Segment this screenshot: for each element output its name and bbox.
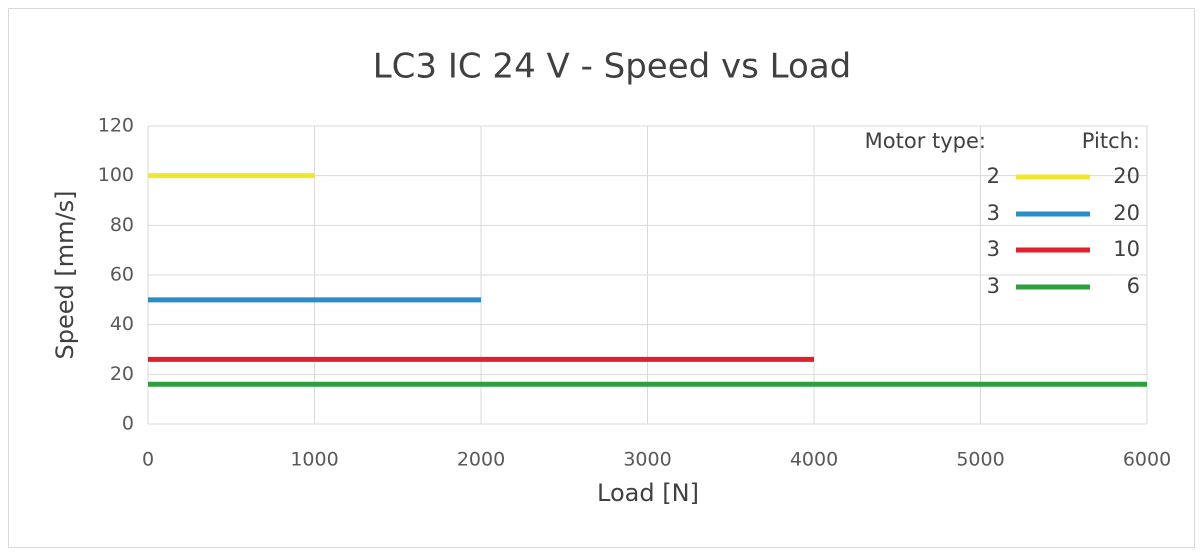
x-tick-label: 2000 — [457, 449, 505, 471]
legend-pitch: 10 — [1113, 237, 1140, 261]
legend-header: Pitch: — [1082, 129, 1140, 153]
y-tick-label: 0 — [122, 413, 134, 435]
legend-pitch: 20 — [1113, 164, 1140, 188]
legend-pitch: 6 — [1127, 274, 1140, 298]
y-tick-label: 60 — [110, 264, 134, 286]
chart-border — [8, 8, 1195, 548]
x-tick-label: 5000 — [956, 449, 1004, 471]
legend-motor-type: 2 — [987, 164, 1000, 188]
legend-motor-type: 3 — [987, 201, 1000, 225]
legend-header: Motor type: — [865, 129, 986, 153]
x-axis-title: Load [N] — [597, 479, 699, 507]
x-tick-label: 0 — [142, 449, 154, 471]
y-tick-label: 80 — [110, 214, 134, 236]
y-tick-label: 20 — [110, 363, 134, 385]
x-tick-label: 3000 — [623, 449, 671, 471]
legend-pitch: 20 — [1113, 201, 1140, 225]
y-tick-label: 40 — [110, 313, 134, 335]
y-axis-title: Speed [mm/s] — [51, 191, 79, 360]
x-tick-label: 1000 — [290, 449, 338, 471]
legend-motor-type: 3 — [987, 274, 1000, 298]
y-tick-label: 120 — [98, 115, 134, 137]
legend-motor-type: 3 — [987, 237, 1000, 261]
chart-title: LC3 IC 24 V - Speed vs Load — [373, 47, 852, 87]
x-tick-label: 4000 — [790, 449, 838, 471]
x-tick-label: 6000 — [1123, 449, 1171, 471]
y-tick-label: 100 — [98, 164, 134, 186]
